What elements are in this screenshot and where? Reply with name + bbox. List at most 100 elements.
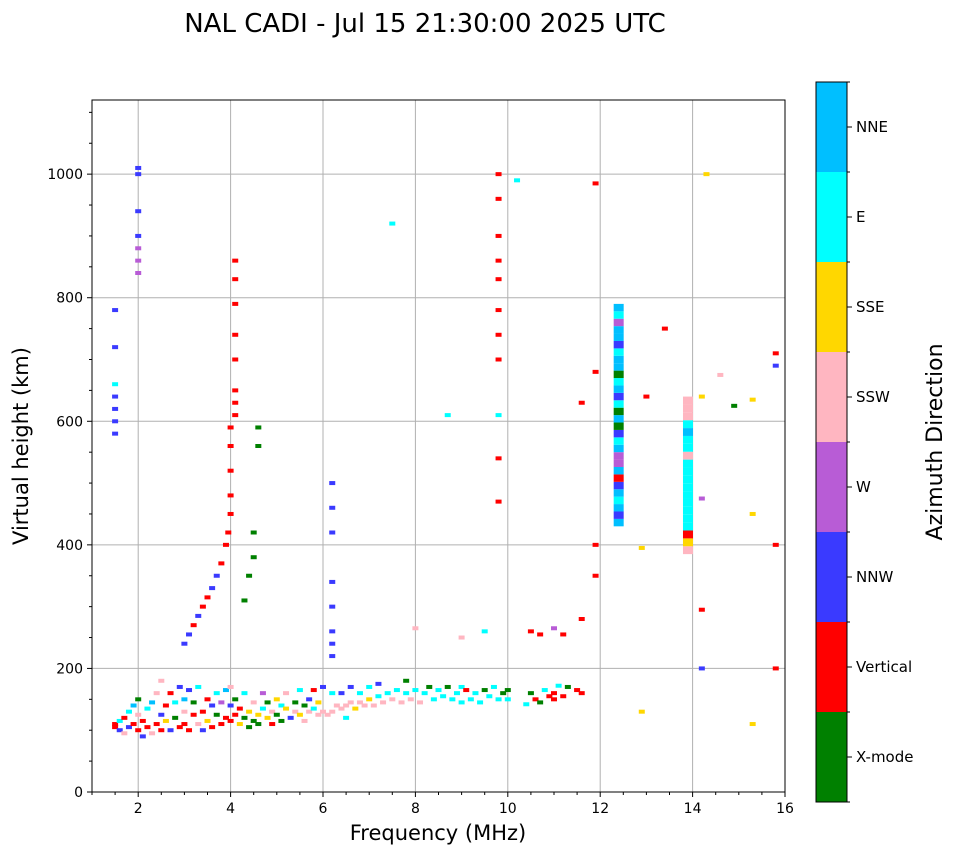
data-point xyxy=(149,731,156,736)
data-point xyxy=(135,209,142,214)
x-tick-label: 4 xyxy=(226,801,235,817)
data-point xyxy=(250,700,257,705)
data-point xyxy=(125,725,132,730)
colorbar-segment xyxy=(816,622,847,712)
data-point xyxy=(135,271,142,275)
data-point xyxy=(444,684,451,689)
data-point xyxy=(329,709,336,714)
data-point xyxy=(578,691,585,696)
data-point xyxy=(135,258,142,263)
colorbar-frame xyxy=(815,81,848,803)
colorbar-segment xyxy=(816,712,847,802)
colorbar-label: W xyxy=(856,478,871,496)
data-point xyxy=(486,694,493,699)
data-column-cell xyxy=(682,459,693,468)
data-point xyxy=(412,688,419,693)
data-point xyxy=(186,632,193,637)
x-tick-label: 6 xyxy=(319,801,328,817)
data-point xyxy=(417,700,424,705)
data-point xyxy=(204,718,211,723)
data-point xyxy=(236,722,243,727)
data-point xyxy=(213,573,220,578)
data-point xyxy=(329,530,336,535)
data-point xyxy=(112,345,119,350)
data-point xyxy=(495,499,502,504)
data-point xyxy=(458,635,465,640)
x-axis-label: Frequency (MHz) xyxy=(350,821,526,845)
data-point xyxy=(504,697,511,702)
data-point xyxy=(329,629,336,634)
data-point xyxy=(523,702,530,707)
data-point xyxy=(749,722,756,727)
y-tick-label: 400 xyxy=(56,538,83,554)
data-column-cell xyxy=(613,303,624,312)
data-point xyxy=(555,683,562,688)
data-point xyxy=(343,703,350,708)
data-point xyxy=(199,728,206,733)
data-point xyxy=(320,709,326,714)
colorbar-label: Vertical xyxy=(856,658,912,676)
data-point xyxy=(225,530,232,535)
data-point xyxy=(269,722,276,727)
data-point xyxy=(310,706,317,711)
data-point xyxy=(186,688,193,693)
data-point xyxy=(749,397,756,402)
data-point xyxy=(352,706,359,711)
data-point xyxy=(329,654,336,659)
data-point xyxy=(250,555,257,560)
data-column-cell xyxy=(613,444,624,453)
data-point xyxy=(227,684,234,689)
data-column-cell xyxy=(682,475,693,484)
data-point xyxy=(477,700,484,705)
data-point xyxy=(551,697,557,702)
data-point xyxy=(227,444,234,448)
data-point xyxy=(310,688,317,693)
data-point xyxy=(232,712,239,717)
data-point xyxy=(162,718,169,723)
data-point xyxy=(135,697,142,702)
data-column-cell xyxy=(613,333,624,341)
colorbar-segment xyxy=(816,352,847,442)
data-point xyxy=(283,691,290,696)
colorbar-label: X-mode xyxy=(856,748,913,766)
data-point xyxy=(213,712,220,717)
data-point xyxy=(190,712,197,717)
data-column-cell xyxy=(613,311,624,319)
data-point xyxy=(264,715,271,720)
data-point xyxy=(495,277,502,282)
data-column-cell xyxy=(613,422,624,430)
data-column-cell xyxy=(682,420,693,429)
data-point xyxy=(218,700,225,705)
data-point xyxy=(495,258,502,263)
data-point xyxy=(167,728,174,733)
data-point xyxy=(158,712,165,717)
data-point xyxy=(139,718,146,723)
data-point xyxy=(273,712,280,717)
data-point xyxy=(495,357,502,362)
data-point xyxy=(172,700,179,705)
data-point xyxy=(514,178,521,183)
data-point xyxy=(255,712,262,717)
data-column-cell xyxy=(613,489,624,497)
data-point xyxy=(661,326,668,331)
colorbar-segment xyxy=(816,262,847,352)
data-point xyxy=(236,706,243,711)
data-point xyxy=(698,607,705,612)
data-point xyxy=(246,725,253,730)
data-point xyxy=(592,369,599,374)
data-point xyxy=(176,725,183,730)
data-point xyxy=(495,456,502,461)
data-column-cell xyxy=(613,385,624,393)
x-tick-label: 2 xyxy=(134,801,143,817)
data-point xyxy=(306,709,313,714)
data-column-cell xyxy=(682,435,693,444)
data-point xyxy=(209,586,216,591)
data-point xyxy=(227,493,234,498)
data-column-cell xyxy=(613,355,624,364)
data-point xyxy=(153,691,160,696)
data-point xyxy=(144,725,151,730)
data-point xyxy=(495,172,502,177)
data-point xyxy=(246,709,253,714)
data-point xyxy=(698,666,705,671)
data-point xyxy=(195,722,202,727)
